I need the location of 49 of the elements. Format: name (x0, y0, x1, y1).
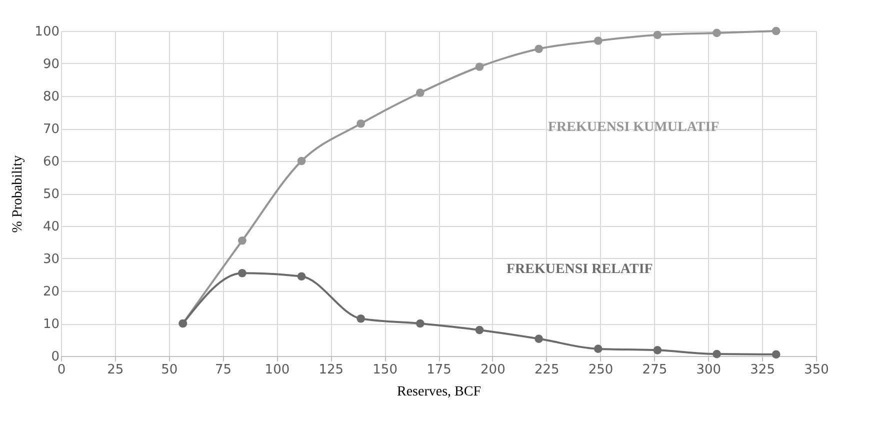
x-tick-label: 50 (161, 362, 178, 378)
point (653, 30, 662, 40)
x-tick-label: 175 (426, 362, 452, 378)
x-tick-label: 325 (750, 362, 775, 378)
point (534, 44, 543, 54)
y-tick-label: 80 (42, 90, 60, 104)
text: FREKUENSI KUMULATIF (548, 120, 720, 135)
x-tick-label: 125 (318, 362, 344, 378)
point (238, 236, 246, 245)
x-tick-label: 250 (588, 362, 614, 378)
x-axis-title: Reserves, BCF (397, 384, 482, 400)
point (712, 350, 721, 358)
y-tick-label: 60 (42, 154, 60, 170)
point (772, 350, 780, 359)
x-tick-label: 100 (264, 362, 290, 378)
y-tick-label: 0 (51, 350, 60, 364)
point (653, 346, 662, 354)
point (772, 26, 780, 36)
point (238, 268, 246, 278)
x-tick-label: 300 (696, 362, 722, 378)
point (416, 319, 424, 328)
x-tick-label: 150 (372, 362, 398, 378)
y-tick-label: 20 (42, 284, 60, 300)
y-tick-label: 10 (42, 317, 60, 332)
point (297, 156, 306, 166)
x-tick-label: 200 (480, 362, 506, 378)
point (594, 36, 602, 45)
y-tick-label: 70 (42, 122, 60, 137)
x-tick-label: 25 (107, 362, 124, 378)
point (475, 62, 484, 71)
x-tick-label: 225 (534, 362, 560, 378)
y-axis-title: % Probability (10, 155, 26, 233)
point (356, 314, 366, 323)
y-tick-label: 50 (42, 187, 60, 202)
y-tick-label: 40 (42, 220, 60, 234)
point (594, 344, 602, 354)
y-tick-label: 30 (42, 252, 60, 267)
text: FREKUENSI RELATIF (506, 262, 653, 278)
x-tick-label: 75 (215, 362, 232, 378)
point (416, 88, 424, 97)
point (712, 28, 721, 38)
point (534, 334, 543, 343)
point (475, 326, 484, 334)
y-tick-label: 100 (34, 24, 60, 40)
x-tick-label: 350 (804, 362, 829, 378)
x-tick-label: 275 (642, 362, 668, 378)
y-tick-label: 90 (42, 57, 60, 72)
point (356, 119, 366, 128)
point (297, 272, 306, 281)
